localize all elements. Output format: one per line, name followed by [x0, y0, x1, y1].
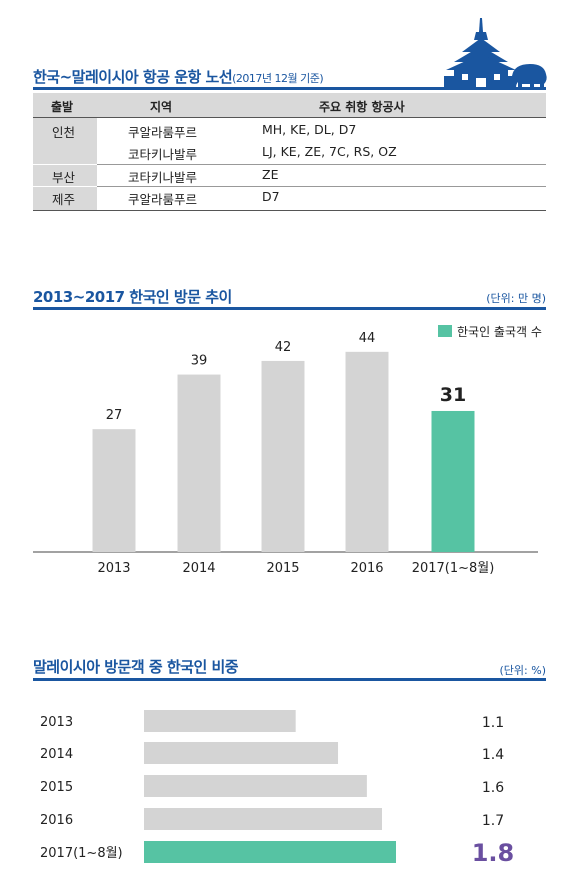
bar [144, 775, 367, 797]
value-label: 1.1 [482, 715, 504, 731]
hbar-chart-unit: (단위: %) [499, 664, 546, 677]
data-label: 39 [191, 354, 208, 369]
table-title-text: 한국~말레이시아 항공 운항 노선 [33, 68, 233, 86]
row-divider-origin [33, 186, 97, 187]
header-airlines: 주요 취항 항공사 [319, 100, 405, 114]
bar-chart-unit: (단위: 만 명) [486, 292, 546, 305]
value-label: 1.6 [482, 780, 504, 796]
region-cell: 쿠알라룸푸르 [128, 125, 198, 140]
value-label: 1.8 [472, 839, 515, 867]
temple-elephant-icon [444, 18, 547, 90]
table-subtitle: (2017년 12월 기준) [232, 72, 324, 85]
legend: 한국인 출국객 수 [438, 321, 542, 340]
hbar-chart-title: 말레이시아 방문객 중 한국인 비중 [33, 658, 239, 676]
legend-label: 한국인 출국객 수 [457, 325, 542, 339]
row-divider [97, 164, 546, 165]
airlines-cell: ZE [262, 167, 279, 182]
airlines-cell: D7 [262, 189, 280, 204]
tick-label: 2016 [350, 561, 383, 576]
legend-swatch [438, 325, 452, 337]
data-label: 44 [359, 331, 376, 346]
origin-busan: 부산 [52, 170, 76, 185]
bar [177, 374, 221, 552]
region-cell: 코타키나발루 [128, 147, 198, 162]
tick-label: 2015 [266, 561, 299, 576]
table-header-line [33, 117, 546, 118]
bar [144, 710, 296, 732]
bar [261, 360, 305, 552]
bar [431, 410, 475, 552]
bar-chart: 27 2013 39 2014 42 2015 44 2016 31 2017(1~8월) [33, 331, 538, 576]
value-label: 1.7 [482, 813, 504, 829]
row-divider [97, 186, 546, 187]
airlines-cell: MH, KE, DL, D7 [262, 122, 357, 137]
bar [144, 808, 382, 830]
bar-chart-title: 2013~2017 한국인 방문 추이 [33, 288, 232, 306]
bar-chart-title-rule [33, 307, 546, 310]
table-title: 한국~말레이시아 항공 운항 노선(2017년 12월 기준) [33, 66, 324, 87]
table-title-rule [33, 87, 546, 90]
tick-label: 2013 [97, 561, 130, 576]
bar [144, 841, 396, 863]
region-cell: 코타키나발루 [128, 170, 198, 185]
region-cell: 쿠알라룸푸르 [128, 192, 198, 207]
table-bottom-line [33, 210, 546, 211]
category-label: 2017(1~8월) [40, 846, 123, 861]
hbar-chart-title-rule [33, 678, 546, 681]
bar [144, 742, 339, 764]
tick-label: 2017(1~8월) [412, 561, 495, 576]
category-label: 2016 [40, 813, 73, 828]
origin-jeju: 제주 [52, 192, 76, 207]
data-label: 31 [440, 384, 466, 406]
header-origin: 출발 [51, 100, 74, 114]
table-header [33, 93, 546, 117]
value-label: 1.4 [482, 747, 504, 763]
tick-label: 2014 [182, 561, 215, 576]
hbar-chart: 2013 1.1 2014 1.4 2015 1.6 2016 1.7 2017(1~8월) 1.… [40, 710, 515, 867]
data-label: 27 [106, 408, 123, 423]
bar [92, 429, 136, 552]
category-label: 2014 [40, 747, 73, 762]
airlines-cell: LJ, KE, ZE, 7C, RS, OZ [262, 144, 397, 159]
row-divider-origin [33, 164, 97, 165]
bar [345, 351, 389, 552]
category-label: 2015 [40, 780, 73, 795]
category-label: 2013 [40, 715, 73, 730]
origin-incheon: 인천 [52, 125, 76, 140]
data-label: 42 [275, 340, 292, 355]
header-region: 지역 [150, 100, 173, 114]
